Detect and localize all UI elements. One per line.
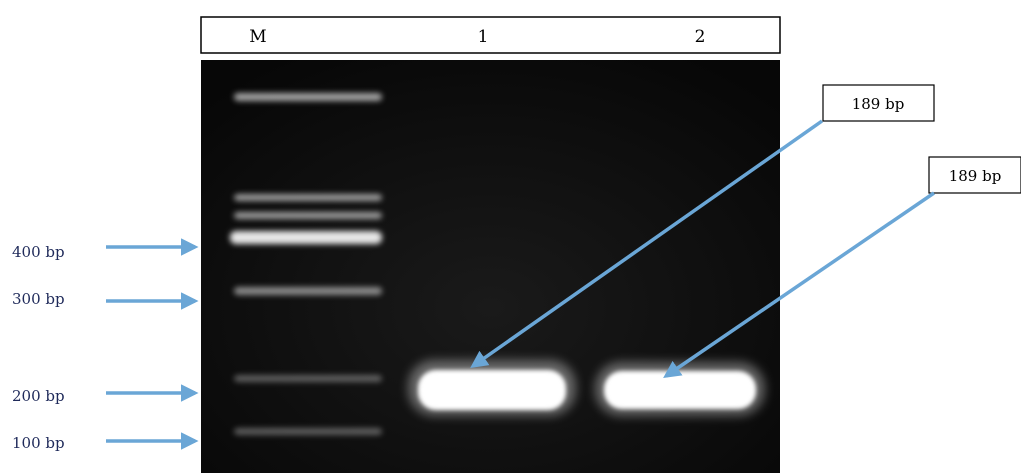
ladder-band (234, 428, 382, 435)
callout-lane-2: 189 bp (663, 156, 1021, 378)
sample-band-lane-1 (408, 360, 576, 416)
callout-text-lane-1: 189 bp (852, 95, 905, 113)
callout-lane-1: 189 bp (470, 84, 935, 369)
ladder-band (234, 287, 382, 295)
ladder-size-labels: 400 bp 300 bp 200 bp 100 bp (12, 238, 199, 452)
callout-arrow-lane-1 (470, 119, 824, 369)
lane-label-2: 2 (695, 27, 706, 47)
ladder-band (234, 375, 382, 382)
ladder-label-400: 400 bp (12, 243, 65, 261)
lane-header-box (200, 16, 781, 54)
ladder-band (234, 212, 382, 219)
callout-box-lane-1 (822, 84, 935, 122)
ladder-label-200: 200 bp (12, 387, 65, 405)
ladder-band (234, 93, 382, 101)
ladder-lane (230, 93, 382, 435)
sample-band-lane-2 (595, 362, 765, 416)
callout-text-lane-2: 189 bp (949, 167, 1002, 185)
callout-arrow-lane-2 (663, 191, 935, 378)
callout-box-lane-2 (928, 156, 1021, 194)
ladder-label-100: 100 bp (12, 434, 65, 452)
gel-image (201, 60, 780, 473)
lane-label-marker: M (249, 27, 266, 47)
ladder-label-300: 300 bp (12, 290, 65, 308)
lane-header: M 1 2 (200, 16, 781, 54)
lane-label-1: 1 (478, 27, 489, 47)
ladder-band (230, 231, 382, 244)
ladder-band (234, 194, 382, 201)
